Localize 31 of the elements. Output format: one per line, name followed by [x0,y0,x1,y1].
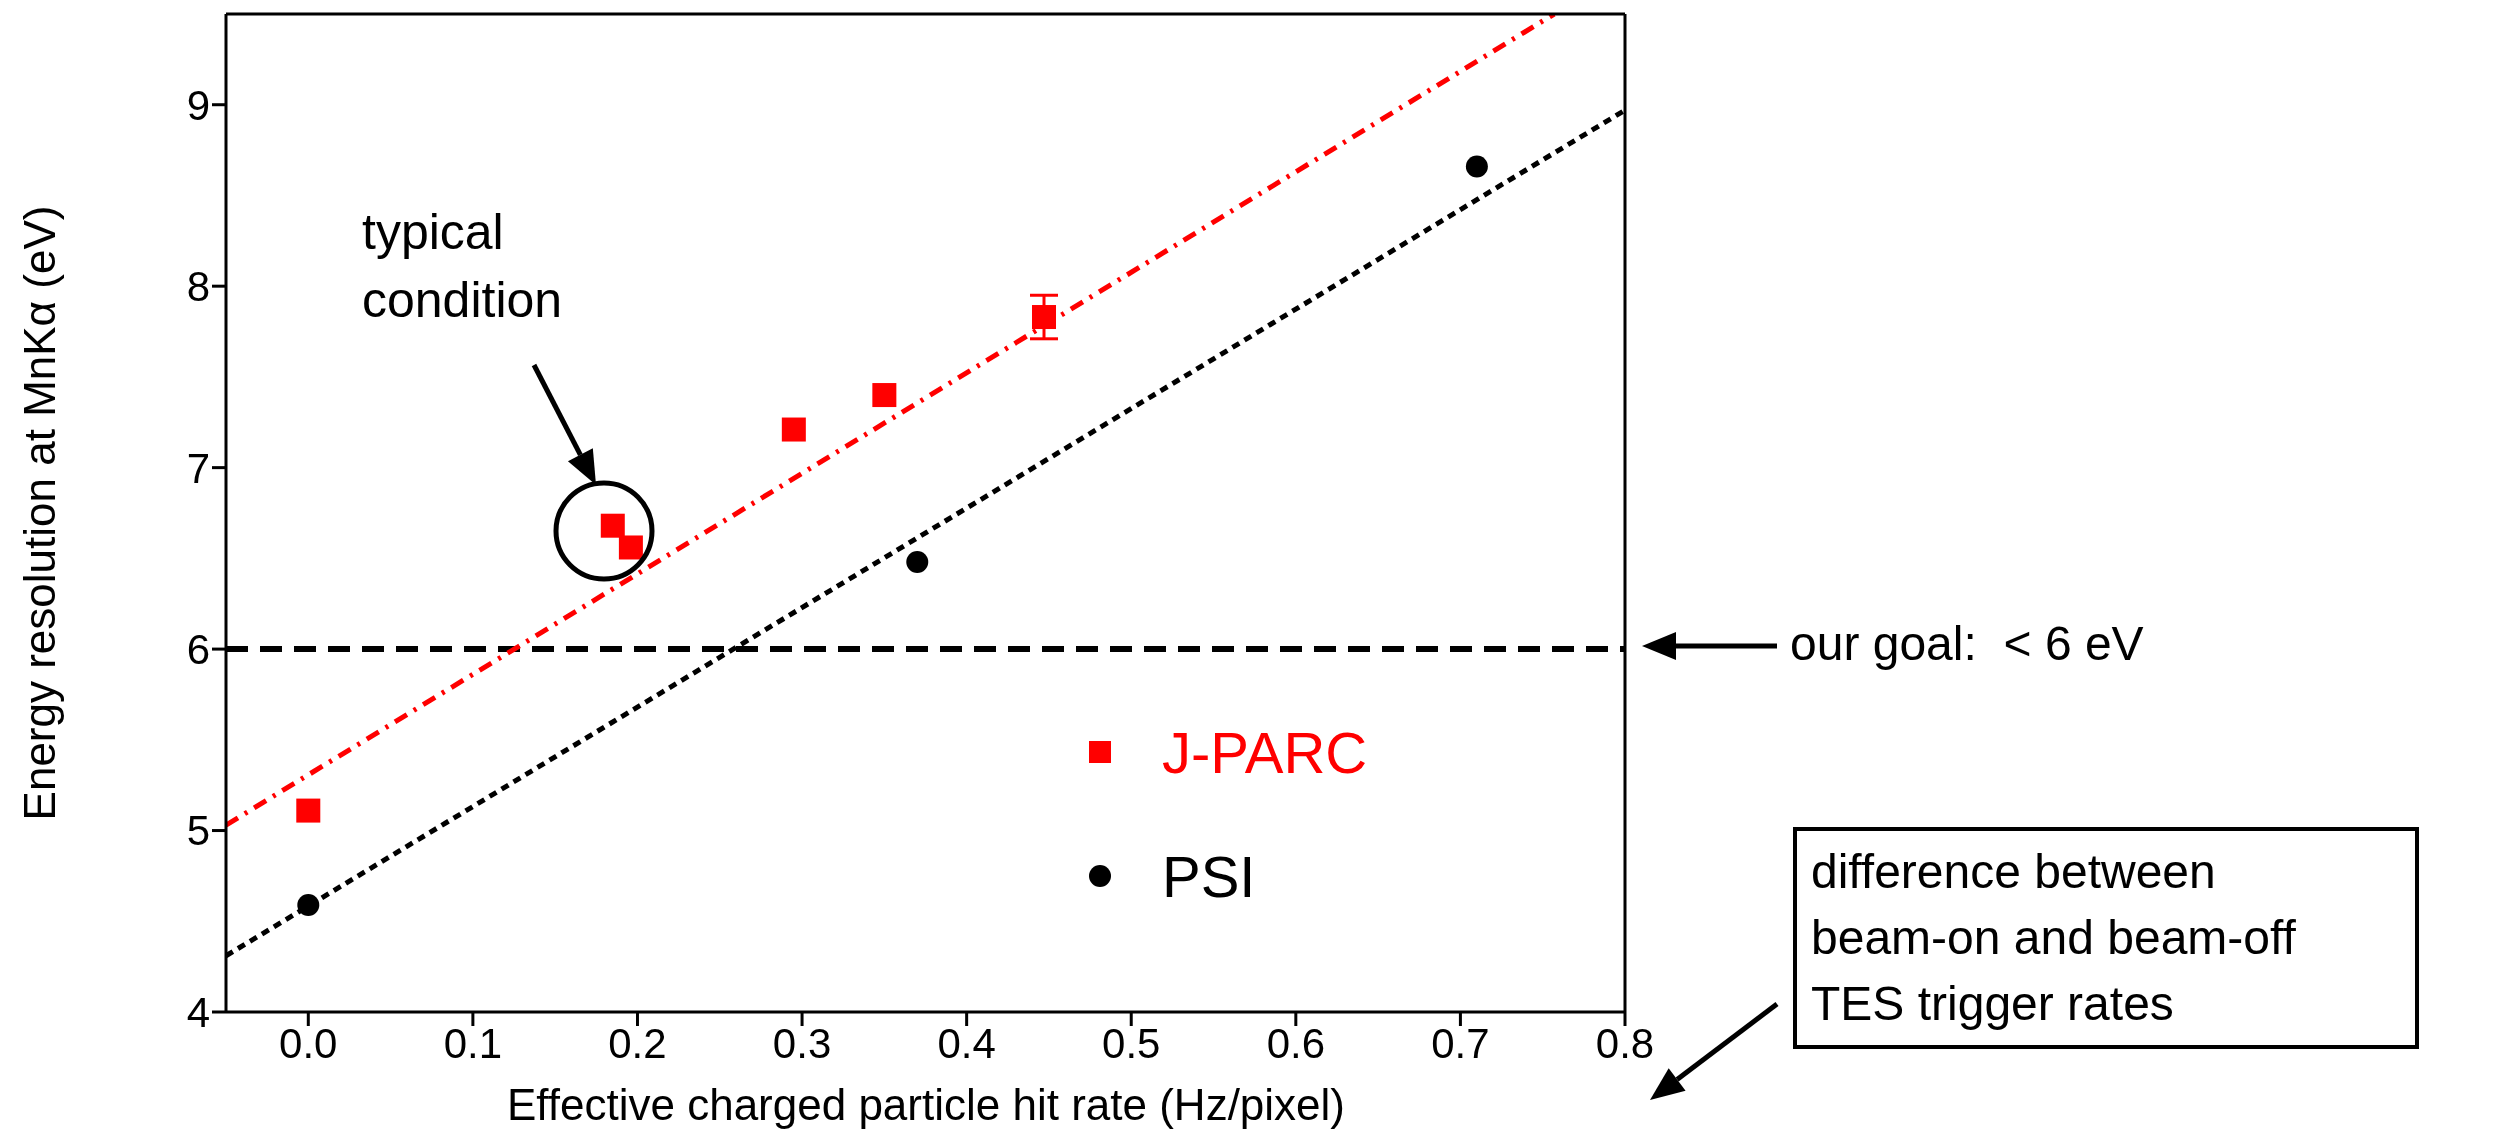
y-tick-label: 6 [186,626,210,673]
text: difference between beam-on and beam-off TES trigger rates [1811,845,2296,1030]
y-axis-title: Energy resolution at MnKα (eV) [15,205,65,820]
x-tick-label: 0.3 [772,1019,832,1067]
x-tick-label: 0.2 [608,1019,667,1067]
x-tick-label: 0.7 [1431,1019,1490,1067]
y-tick-label: 8 [186,263,210,311]
point [297,893,320,916]
y-tick-label: 5 [186,807,210,855]
point [1465,155,1488,178]
point [781,417,806,442]
point [1032,305,1056,330]
y-tick-label: 7 [186,444,210,492]
x-tick-label: 0.4 [937,1019,996,1067]
x-axis-title: Effective charged particle hit rate (Hz/pixel) [506,1080,1346,1130]
x-tick-label: 0.5 [1102,1019,1161,1067]
legend-label: J-PARC [1162,718,1368,786]
y-tick-label: 4 [186,988,210,1036]
x-tick-label: 0.6 [1266,1019,1326,1067]
point [296,798,321,823]
point [872,383,897,408]
point [600,513,625,538]
x-tick-label: 0.0 [279,1019,338,1067]
x-tick-label: 0.1 [443,1019,503,1067]
point [906,550,929,573]
text: our goal: < 6 eV [1790,617,2144,670]
x-tick-label: 0.8 [1595,1019,1655,1067]
annotation: typical condition [362,204,563,328]
y-tick-label: 9 [186,81,210,129]
point [618,535,643,560]
legend-label: PSI [1162,842,1256,910]
